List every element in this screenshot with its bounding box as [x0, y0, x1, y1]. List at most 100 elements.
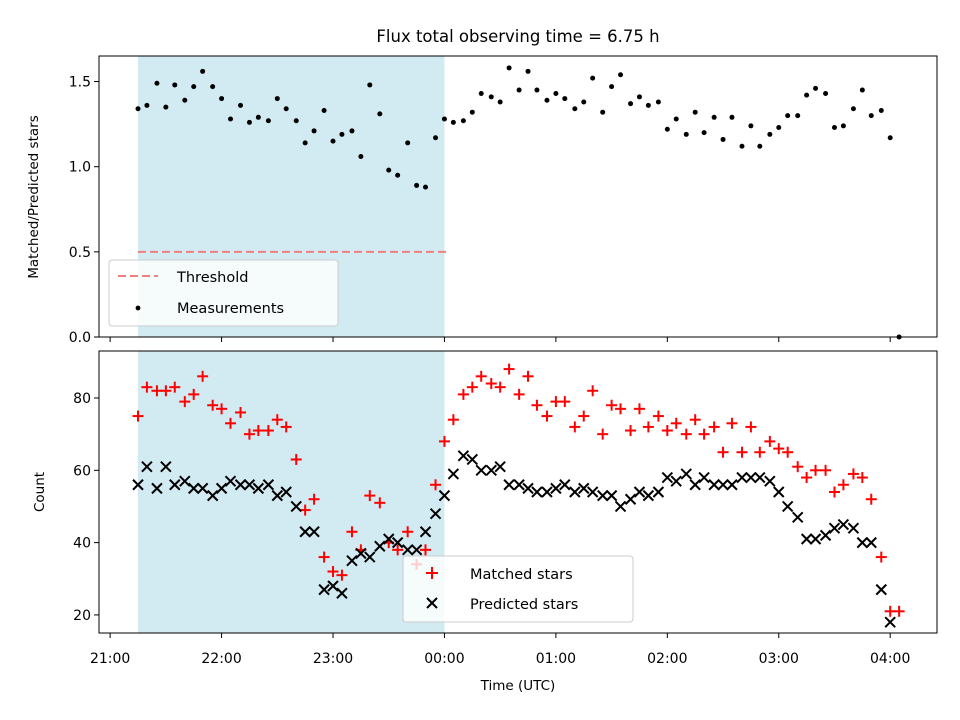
predicted-star-marker-b [308, 526, 320, 538]
measurement-point [840, 123, 846, 129]
matched-star-marker [252, 425, 264, 437]
predicted-star-marker [262, 479, 275, 491]
predicted-star-marker-b [196, 482, 209, 495]
predicted-star-marker [791, 511, 804, 524]
top-panel: 0.0 0.5 1.0 1.5 Flux total observing time =… [26, 27, 938, 346]
matched-star-marker [374, 497, 386, 509]
measurement-point [609, 84, 615, 90]
predicted-star-marker [837, 518, 850, 531]
predicted-star-marker-b [764, 475, 776, 487]
predicted-star-marker-b [252, 482, 265, 495]
x-tick-label: 22:00 [201, 651, 241, 667]
matched-star-marker [346, 526, 358, 538]
predicted-star-marker [884, 616, 896, 628]
matched-star-marker [280, 421, 292, 433]
measurement-point [544, 97, 550, 103]
predicted-star-marker-b [151, 482, 163, 495]
predicted-star-marker-b [364, 551, 376, 563]
predicted-star-marker-b [754, 471, 766, 484]
predicted-star-marker-b [179, 475, 191, 487]
predicted-stars-series [132, 450, 896, 628]
measurement-point [655, 99, 661, 105]
matched-star-marker [837, 479, 849, 491]
predicted-star-marker [336, 587, 348, 599]
predicted-star-marker [642, 489, 655, 502]
measurement-point [748, 123, 754, 129]
top-x-axis-ticks [109, 337, 891, 342]
legend-threshold-label: Threshold [176, 270, 248, 286]
predicted-star-marker [374, 540, 386, 552]
predicted-star-marker-b [596, 489, 609, 502]
measurement-point [590, 75, 596, 81]
chart-title: Flux total observing time = 6.75 h [376, 27, 659, 46]
measurement-point [135, 106, 141, 112]
predicted-star-marker-b [781, 500, 794, 513]
matched-star-marker [764, 435, 776, 447]
predicted-star-marker [494, 460, 506, 473]
predicted-star-marker-b [559, 479, 571, 491]
predicted-star-marker [652, 486, 665, 498]
measurement-point [386, 167, 392, 173]
predicted-star-marker-b [327, 580, 339, 592]
predicted-star-marker-b [391, 536, 404, 549]
predicted-star-marker-b [717, 479, 729, 491]
matched-star-marker [224, 417, 236, 429]
predicted-star-marker [800, 533, 813, 545]
measurement-point [433, 135, 439, 141]
predicted-star-marker-b [541, 486, 553, 498]
matched-star-marker [625, 425, 637, 437]
predicted-star-marker-b [550, 482, 562, 495]
y-tick-label: 0.0 [69, 330, 91, 346]
matched-star-marker [308, 493, 320, 505]
predicted-star-marker-b [670, 475, 682, 487]
measurement-point [878, 107, 884, 113]
measurement-point [358, 153, 364, 159]
matched-star-marker [262, 425, 274, 437]
matched-star-marker [503, 363, 515, 375]
measurement-point [321, 107, 327, 113]
predicted-star-marker-b [262, 479, 275, 491]
measurement-point [405, 140, 411, 146]
predicted-star-marker [429, 507, 442, 520]
matched-star-marker [698, 428, 710, 440]
measurement-point [711, 114, 717, 120]
matched-star-marker [299, 504, 311, 516]
predicted-star-marker [781, 500, 794, 513]
predicted-star-marker-b [531, 486, 543, 498]
predicted-star-marker [578, 482, 590, 495]
matched-star-marker [726, 417, 738, 429]
measurement-point [767, 131, 773, 137]
matched-star-marker [559, 396, 571, 408]
measurement-point [850, 106, 856, 112]
predicted-star-marker [605, 489, 618, 502]
predicted-star-marker [318, 583, 330, 596]
matched-star-marker [773, 443, 785, 455]
predicted-star-marker [522, 482, 534, 495]
predicted-star-marker-b [800, 533, 813, 545]
matched-star-marker [290, 453, 302, 465]
bottom-plot-frame [98, 350, 938, 634]
predicted-star-marker-b [586, 486, 599, 498]
predicted-star-marker-b [642, 489, 655, 502]
matched-star-marker [597, 428, 609, 440]
measurement-point [581, 99, 587, 105]
predicted-star-marker [308, 526, 320, 538]
matched-star-marker [447, 414, 459, 426]
predicted-star-marker [513, 479, 525, 491]
predicted-star-marker [503, 479, 515, 491]
predicted-star-marker-b [401, 544, 414, 556]
x-axis-label: Time (UTC) [480, 678, 556, 694]
predicted-star-marker-b [457, 450, 470, 462]
predicted-star-marker [410, 544, 423, 556]
matched-star-marker [717, 446, 729, 458]
predicted-star-marker-b [847, 522, 860, 534]
predicted-star-marker-b [828, 522, 841, 534]
matched-star-marker [541, 410, 553, 422]
x-tick-label: 23:00 [313, 651, 353, 667]
predicted-star-marker [773, 486, 785, 498]
measurement-point [227, 116, 233, 122]
predicted-star-marker-b [429, 507, 442, 520]
legend-matched-swatch [426, 567, 438, 579]
predicted-star-marker [271, 489, 284, 502]
